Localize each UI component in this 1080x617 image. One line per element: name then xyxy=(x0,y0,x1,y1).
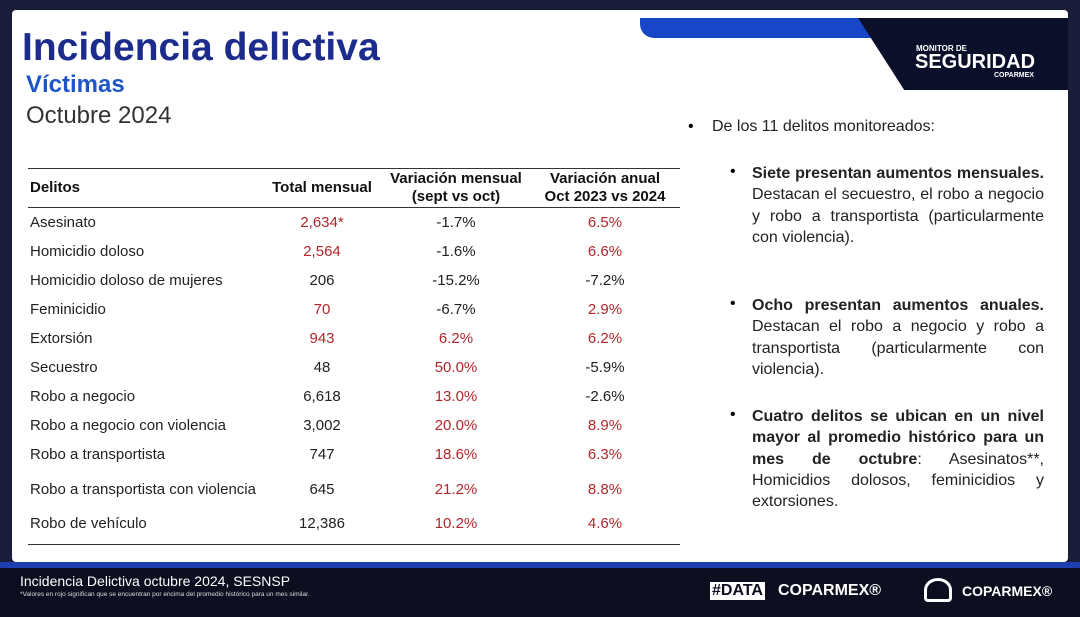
table-cell: -7.2% xyxy=(585,272,625,289)
table-cell: -6.7% xyxy=(436,301,476,318)
table-cell: 48 xyxy=(313,359,331,376)
table-cell: 747 xyxy=(309,446,335,463)
point-text: Destacan el robo a negocio y robo a tran… xyxy=(752,318,1044,378)
table-cell: 8.8% xyxy=(587,480,623,498)
table-cell: 18.6% xyxy=(434,446,478,463)
title: Incidencia delictiva xyxy=(22,26,380,69)
bullet: • xyxy=(730,163,736,180)
point-text: Destacan el secuestro, el robo a negocio… xyxy=(752,186,1044,246)
footer-note: *Valores en rojo significan que se encue… xyxy=(20,591,310,598)
brand-icon xyxy=(924,578,952,602)
point-bold: Siete presentan aumentos mensuales. xyxy=(752,165,1044,182)
slide xyxy=(12,10,1068,562)
table-cell: 3,002 xyxy=(303,417,341,434)
table-cell: 206 xyxy=(309,272,335,289)
table-cell: Robo a negocio con violencia xyxy=(30,417,226,434)
table-cell: 21.2% xyxy=(434,480,478,498)
table-cell: 8.9% xyxy=(587,417,623,434)
subtitle: Víctimas xyxy=(26,71,125,98)
logo-line2: SEGURIDAD xyxy=(915,51,1036,73)
table-rule xyxy=(28,168,680,169)
column-header: Delitos xyxy=(30,178,81,196)
table-cell: Homicidio doloso xyxy=(30,243,145,260)
summary-intro: De los 11 delitos monitoreados: xyxy=(712,118,935,135)
table-cell: 13.0% xyxy=(434,388,478,405)
table-cell: 70 xyxy=(313,301,331,318)
table-cell: -2.6% xyxy=(585,388,625,405)
table-cell: 50.0% xyxy=(434,359,478,376)
column-header: Variación mensual (sept vs oct) xyxy=(390,169,522,205)
column-header: Total mensual xyxy=(272,178,372,196)
logo-line1: MONITOR DE xyxy=(916,44,967,53)
point-text: : Asesinatos**, Homicidios dolosos, femi… xyxy=(752,450,1045,511)
table-cell: 6.2% xyxy=(438,330,474,347)
table-cell: Robo a transportista xyxy=(30,446,166,463)
footer xyxy=(0,562,1080,617)
table-rule xyxy=(28,544,680,545)
brand: COPARMEX® xyxy=(962,583,1053,599)
column-header: Variación anual Oct 2023 vs 2024 xyxy=(544,169,666,205)
footer-source: Incidencia Delictiva octubre 2024, SESNS… xyxy=(20,573,291,589)
table-cell: 10.2% xyxy=(434,515,478,532)
table-cell: Robo a negocio xyxy=(30,388,136,405)
table-cell: Robo de vehículo xyxy=(30,515,147,532)
table-cell: Asesinato xyxy=(30,214,96,231)
bullet: • xyxy=(688,118,694,135)
point-bold: Cuatro delitos se ubican en un nivel may… xyxy=(752,408,1044,468)
table-cell: 645 xyxy=(309,480,335,498)
table-cell: 6.3% xyxy=(587,446,623,463)
table-cell: 6.2% xyxy=(587,330,623,347)
tag2: COPARMEX® xyxy=(778,582,882,599)
table-cell: 6.6% xyxy=(587,243,623,260)
table-cell: 2,634* xyxy=(300,214,344,231)
bullet: • xyxy=(730,406,736,423)
table-cell: 12,386 xyxy=(299,515,345,532)
bullet: • xyxy=(730,295,736,312)
summary-point: Ocho presentan aumentos anuales. Destaca… xyxy=(752,295,1044,380)
table-cell: 20.0% xyxy=(434,417,478,434)
table-cell: Secuestro xyxy=(30,359,98,376)
summary-point: Cuatro delitos se ubican en un nivel may… xyxy=(752,406,1044,512)
summary-point: Siete presentan aumentos mensuales. Dest… xyxy=(752,163,1044,248)
table-cell: Robo a transportista con violencia xyxy=(30,480,256,498)
table-cell: Feminicidio xyxy=(30,301,106,318)
table-cell: 6,618 xyxy=(303,388,341,405)
table-cell: Extorsión xyxy=(30,330,93,347)
table-cell: 6.5% xyxy=(587,214,623,231)
table-cell: 943 xyxy=(309,330,335,347)
table-cell: 2.9% xyxy=(587,301,623,318)
table-cell: -1.6% xyxy=(436,243,476,260)
logo-line3: COPARMEX xyxy=(994,72,1034,79)
table-cell: 4.6% xyxy=(587,515,623,532)
table-cell: -15.2% xyxy=(432,272,480,289)
table-cell: -5.9% xyxy=(585,359,625,376)
table-cell: 2,564 xyxy=(303,243,341,260)
table-cell: Homicidio doloso de mujeres xyxy=(30,272,223,289)
table-rule xyxy=(28,207,680,208)
table-cell: -1.7% xyxy=(436,214,476,231)
point-bold: Ocho presentan aumentos anuales. xyxy=(752,297,1044,314)
tag1: #DATA xyxy=(710,582,765,600)
period: Octubre 2024 xyxy=(26,102,172,129)
